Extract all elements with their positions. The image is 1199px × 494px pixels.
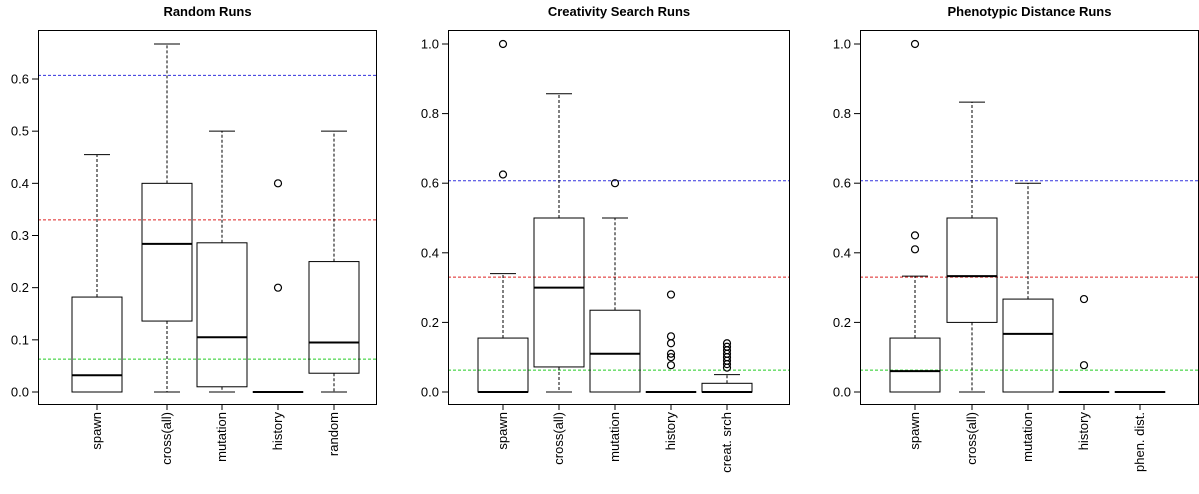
y-tick-label: 0.0 xyxy=(11,385,29,400)
y-tick-label: 0.8 xyxy=(421,106,439,121)
plot-frame xyxy=(38,30,377,405)
outlier-point xyxy=(1079,294,1089,304)
x-tick-label: creat. srch xyxy=(719,412,734,473)
y-tick-label: 0.0 xyxy=(421,385,439,400)
outlier-point xyxy=(498,170,508,179)
x-tick-label: cross(all) xyxy=(551,412,566,465)
y-tick-label: 1.0 xyxy=(421,37,439,52)
outlier-point xyxy=(273,179,283,188)
x-tick-label: history xyxy=(270,412,285,451)
plot-frame xyxy=(860,30,1199,405)
y-tick-label: 0.3 xyxy=(11,228,29,243)
y-tick-label: 0.6 xyxy=(833,176,851,191)
box xyxy=(1002,298,1054,393)
plot-frame xyxy=(448,30,790,405)
x-tick-label: cross(all) xyxy=(159,412,174,465)
x-tick-label: history xyxy=(663,412,678,451)
y-tick-label: 0.2 xyxy=(833,315,851,330)
x-tick-label: spawn xyxy=(89,412,104,450)
outlier-point xyxy=(498,39,508,49)
panel-title: Creativity Search Runs xyxy=(548,4,690,19)
box xyxy=(308,261,360,374)
box xyxy=(477,337,529,393)
x-tick-label: spawn xyxy=(907,412,922,450)
outlier-point xyxy=(910,231,920,240)
panel-title: Random Runs xyxy=(163,4,251,19)
outlier-point xyxy=(610,179,620,188)
outlier-point xyxy=(666,353,676,362)
y-tick-label: 0.4 xyxy=(11,176,29,191)
outlier-point xyxy=(722,342,732,351)
box xyxy=(71,296,123,393)
x-tick-label: history xyxy=(1076,412,1091,451)
x-tick-label: mutation xyxy=(1020,412,1035,462)
box xyxy=(701,382,753,393)
x-tick-label: spawn xyxy=(495,412,510,450)
outlier-point xyxy=(273,283,283,292)
y-tick-label: 0.4 xyxy=(421,245,439,260)
box xyxy=(141,182,193,322)
y-tick-label: 1.0 xyxy=(833,37,851,52)
outlier-point xyxy=(666,290,676,299)
y-tick-label: 0.4 xyxy=(833,245,851,260)
x-tick-label: mutation xyxy=(607,412,622,462)
y-tick-label: 0.1 xyxy=(11,332,29,347)
outlier-point xyxy=(666,332,676,341)
panel-title: Phenotypic Distance Runs xyxy=(948,4,1112,19)
box xyxy=(533,217,585,368)
outlier-point xyxy=(666,349,676,358)
y-tick-label: 0.0 xyxy=(833,385,851,400)
outlier-point xyxy=(910,39,920,49)
x-tick-label: phen. dist. xyxy=(1132,412,1147,472)
y-tick-label: 0.8 xyxy=(833,106,851,121)
x-tick-label: mutation xyxy=(214,412,229,462)
outlier-point xyxy=(722,339,732,348)
box xyxy=(589,309,641,393)
box xyxy=(946,217,998,323)
y-tick-label: 0.6 xyxy=(11,72,29,87)
outlier-point xyxy=(666,339,676,348)
box xyxy=(889,337,941,393)
outlier-point xyxy=(1079,361,1089,370)
outlier-point xyxy=(666,361,676,370)
y-tick-label: 0.6 xyxy=(421,176,439,191)
y-tick-label: 0.5 xyxy=(11,124,29,139)
x-tick-label: random xyxy=(326,412,341,456)
y-tick-label: 0.2 xyxy=(421,315,439,330)
box xyxy=(196,242,248,388)
outlier-point xyxy=(910,245,920,254)
x-tick-label: cross(all) xyxy=(964,412,979,465)
y-tick-label: 0.2 xyxy=(11,280,29,295)
